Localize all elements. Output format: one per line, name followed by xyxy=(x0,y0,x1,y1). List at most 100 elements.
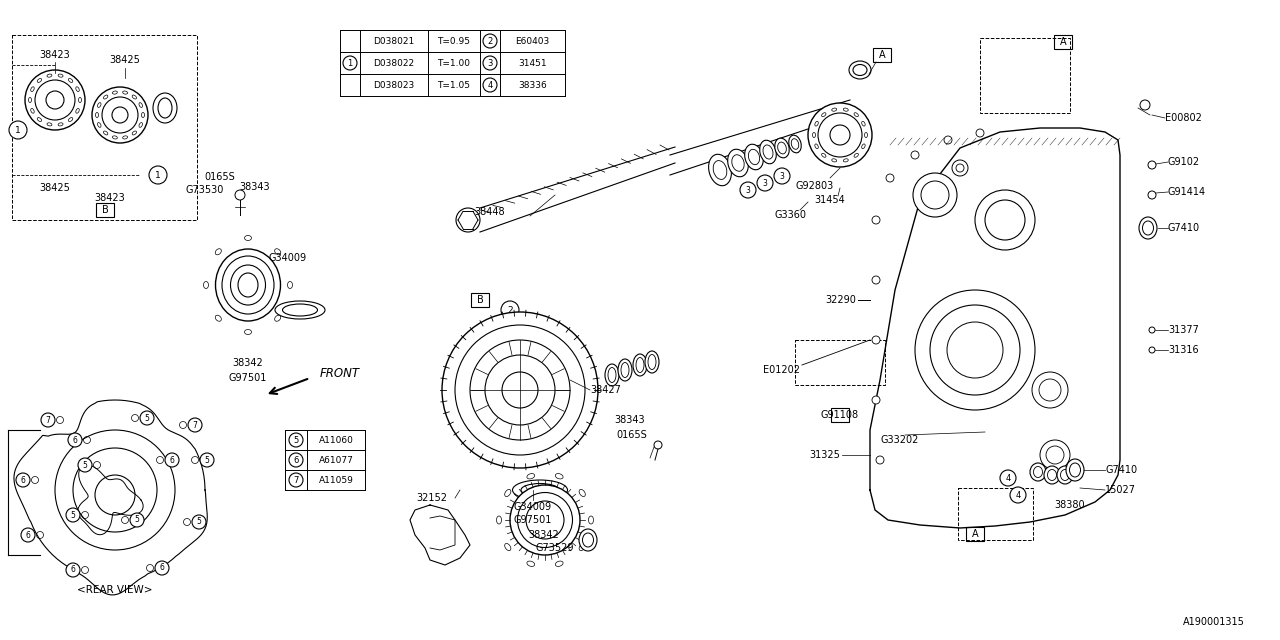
Text: 6: 6 xyxy=(73,435,77,445)
Ellipse shape xyxy=(113,136,118,139)
Text: A: A xyxy=(972,529,978,539)
Text: 31325: 31325 xyxy=(809,450,840,460)
Text: G92803: G92803 xyxy=(796,181,835,191)
Text: A11059: A11059 xyxy=(319,476,353,484)
Ellipse shape xyxy=(47,74,52,77)
Ellipse shape xyxy=(28,97,32,102)
Circle shape xyxy=(1149,327,1155,333)
Text: B: B xyxy=(101,205,109,215)
Circle shape xyxy=(78,458,92,472)
Circle shape xyxy=(1000,470,1016,486)
Circle shape xyxy=(289,453,303,467)
Bar xyxy=(957,488,1033,540)
Text: A61077: A61077 xyxy=(319,456,353,465)
Text: 5: 5 xyxy=(293,435,298,445)
Ellipse shape xyxy=(854,113,859,116)
Text: 5: 5 xyxy=(134,515,140,525)
Text: 38343: 38343 xyxy=(239,182,270,192)
Ellipse shape xyxy=(1057,466,1073,484)
Text: 31451: 31451 xyxy=(518,58,547,67)
Text: 32290: 32290 xyxy=(826,295,856,305)
Text: FRONT: FRONT xyxy=(320,367,360,380)
Circle shape xyxy=(977,129,984,137)
Circle shape xyxy=(165,453,179,467)
Circle shape xyxy=(654,441,662,449)
Circle shape xyxy=(200,453,214,467)
Text: 6: 6 xyxy=(26,531,31,540)
Text: 7: 7 xyxy=(46,415,50,424)
Text: 38380: 38380 xyxy=(1055,500,1085,510)
Text: B: B xyxy=(476,295,484,305)
Circle shape xyxy=(872,216,881,224)
Text: A11060: A11060 xyxy=(319,435,353,445)
Text: 4: 4 xyxy=(1005,474,1011,483)
Text: G3360: G3360 xyxy=(774,210,806,220)
Text: 38427: 38427 xyxy=(590,385,621,395)
Circle shape xyxy=(1032,372,1068,408)
Text: 38342: 38342 xyxy=(529,530,559,540)
Ellipse shape xyxy=(215,249,280,321)
Circle shape xyxy=(35,80,76,120)
Circle shape xyxy=(483,34,497,48)
Circle shape xyxy=(188,418,202,432)
Bar xyxy=(873,48,891,62)
Ellipse shape xyxy=(47,123,52,126)
Ellipse shape xyxy=(1044,466,1060,484)
Bar xyxy=(12,35,197,220)
Circle shape xyxy=(913,173,957,217)
Ellipse shape xyxy=(759,140,777,164)
Circle shape xyxy=(886,174,893,182)
Circle shape xyxy=(9,121,27,139)
Circle shape xyxy=(41,413,55,427)
Text: E01202: E01202 xyxy=(763,365,800,375)
Ellipse shape xyxy=(579,529,596,551)
Text: G97501: G97501 xyxy=(229,373,268,383)
Text: G34009: G34009 xyxy=(515,502,552,512)
Text: 6: 6 xyxy=(20,476,26,484)
Text: 5: 5 xyxy=(205,456,210,465)
Text: 38343: 38343 xyxy=(614,415,645,425)
Ellipse shape xyxy=(844,159,849,162)
Text: G91108: G91108 xyxy=(820,410,859,420)
Bar xyxy=(980,38,1070,113)
Text: 3: 3 xyxy=(763,179,768,188)
Ellipse shape xyxy=(1030,463,1046,481)
Text: 1: 1 xyxy=(155,170,161,179)
Text: T=0.95: T=0.95 xyxy=(438,36,471,45)
Ellipse shape xyxy=(745,144,763,170)
Circle shape xyxy=(470,340,570,440)
Text: 5: 5 xyxy=(83,461,87,470)
Circle shape xyxy=(289,473,303,487)
Circle shape xyxy=(1039,440,1070,470)
Bar xyxy=(1053,35,1073,49)
Ellipse shape xyxy=(813,132,815,138)
Ellipse shape xyxy=(31,109,35,113)
Text: G33202: G33202 xyxy=(881,435,919,445)
Bar xyxy=(471,293,489,307)
Ellipse shape xyxy=(113,91,118,94)
Ellipse shape xyxy=(37,79,41,83)
Circle shape xyxy=(818,113,861,157)
Ellipse shape xyxy=(37,118,41,122)
Ellipse shape xyxy=(104,95,108,99)
Circle shape xyxy=(92,87,148,143)
Ellipse shape xyxy=(97,102,101,108)
Bar xyxy=(831,408,849,422)
Ellipse shape xyxy=(634,354,646,376)
Circle shape xyxy=(485,355,556,425)
Text: <REAR VIEW>: <REAR VIEW> xyxy=(77,585,152,595)
Text: G73529: G73529 xyxy=(536,543,575,553)
Circle shape xyxy=(915,290,1036,410)
Circle shape xyxy=(17,473,29,487)
Text: 6: 6 xyxy=(169,456,174,465)
Circle shape xyxy=(67,508,81,522)
Ellipse shape xyxy=(517,493,572,547)
Ellipse shape xyxy=(864,132,868,138)
Text: E60403: E60403 xyxy=(516,36,549,45)
Circle shape xyxy=(872,336,881,344)
Text: D038022: D038022 xyxy=(374,58,415,67)
Text: T=1.00: T=1.00 xyxy=(438,58,471,67)
Text: 4: 4 xyxy=(1015,490,1020,499)
Text: 15027: 15027 xyxy=(1105,485,1137,495)
Circle shape xyxy=(500,301,518,319)
